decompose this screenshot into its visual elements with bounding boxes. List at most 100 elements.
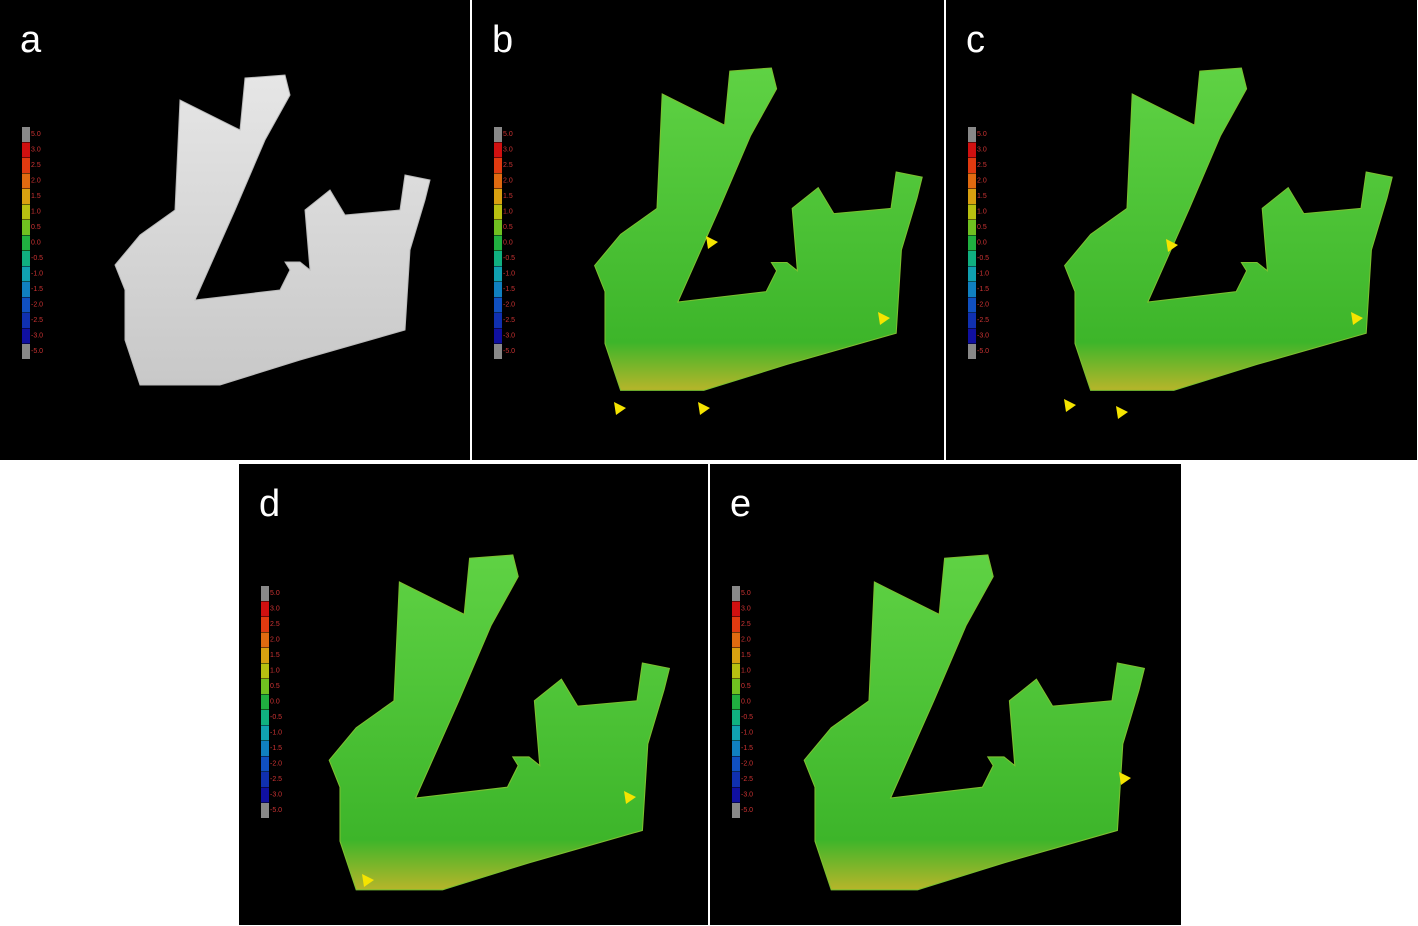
- arrowhead: [878, 312, 890, 325]
- scale-label: 1.0: [977, 209, 987, 216]
- panel-label: b: [492, 19, 513, 61]
- scale-label: 0.0: [977, 240, 987, 247]
- scale-label: 3.0: [741, 606, 751, 613]
- panel-label: e: [730, 483, 751, 525]
- scale-cell: [261, 787, 269, 803]
- scale-cell: [22, 235, 30, 251]
- panel-label: c: [966, 19, 985, 61]
- scale-cell: [732, 710, 740, 725]
- panel: a 5.0 3.0 2.5 2.0 1.5 1.0 0.5 0.0 -0.5 -1.0 -1.5 -2.…: [0, 0, 470, 460]
- scale-cell: [261, 756, 269, 772]
- scale-label: -1.5: [270, 745, 282, 752]
- scale-cell: [261, 679, 269, 694]
- mandible-render: [1064, 67, 1393, 391]
- scale-cell: [22, 158, 30, 173]
- scale-cell: [732, 694, 740, 710]
- arrowhead: [1116, 406, 1128, 419]
- scale-cell: [261, 601, 269, 617]
- scale-label: -3.0: [270, 792, 282, 799]
- scale-cell: [732, 617, 740, 632]
- scale-label: 1.0: [741, 668, 751, 675]
- mandible-render: [328, 554, 671, 891]
- scale-cell: [261, 586, 269, 601]
- scale-label: 0.5: [503, 224, 513, 231]
- scale-label: -5.0: [503, 348, 515, 355]
- scale-cell: [968, 220, 976, 235]
- scale-cell: [494, 251, 502, 266]
- scale-cell: [494, 142, 502, 158]
- scale-cell: [261, 772, 269, 787]
- mandible-render: [594, 67, 923, 391]
- scale-cell: [732, 756, 740, 772]
- scale-label: 5.0: [503, 131, 513, 138]
- scale-label: -5.0: [31, 348, 43, 355]
- scale-label: 1.5: [270, 652, 280, 659]
- scale-cell: [261, 648, 269, 663]
- mandible-render: [114, 74, 431, 386]
- scale-label: 0.5: [977, 224, 987, 231]
- scale-cell: [261, 803, 269, 818]
- scale-cell: [494, 158, 502, 173]
- scale-label: 5.0: [270, 590, 280, 597]
- scale-label: -1.5: [977, 286, 989, 293]
- panel-label: a: [20, 19, 42, 61]
- scale-label: -2.0: [977, 302, 989, 309]
- scale-cell: [494, 204, 502, 220]
- scale-cell: [494, 266, 502, 282]
- scale-cell: [261, 725, 269, 741]
- scale-cell: [968, 204, 976, 220]
- scale-label: 0.0: [270, 699, 280, 706]
- scale-label: 2.0: [977, 178, 987, 185]
- scale-label: 5.0: [31, 131, 41, 138]
- scale-label: 2.5: [977, 162, 987, 169]
- scale-label: -2.0: [741, 761, 753, 768]
- scale-label: -0.5: [31, 255, 43, 262]
- scale-cell: [22, 220, 30, 235]
- scale-label: -2.5: [270, 776, 282, 783]
- scale-label: -0.5: [741, 714, 753, 721]
- scale-label: 1.0: [503, 209, 513, 216]
- scale-label: 5.0: [741, 590, 751, 597]
- scale-label: 0.5: [270, 683, 280, 690]
- panel: b 5.0 3.0 2.5 2.0 1.5 1.0 0.5 0.0 -0.5 -1.0 -1.5 -2.…: [472, 0, 944, 460]
- scale-label: -3.0: [977, 333, 989, 340]
- scale-cell: [732, 663, 740, 679]
- scale-label: 2.0: [270, 637, 280, 644]
- panel-label: d: [259, 483, 280, 525]
- scale-cell: [22, 266, 30, 282]
- arrowhead: [1166, 239, 1178, 252]
- arrowhead: [698, 402, 710, 415]
- scale-cell: [261, 663, 269, 679]
- scale-label: 2.0: [503, 178, 513, 185]
- scale-label: -1.0: [503, 271, 515, 278]
- mandible-render: [803, 554, 1146, 891]
- arrowhead: [362, 874, 374, 887]
- scale-cell: [968, 127, 976, 142]
- scale-cell: [732, 787, 740, 803]
- scale-label: 3.0: [31, 147, 41, 154]
- scale-label: 2.0: [741, 637, 751, 644]
- scale-label: 0.0: [741, 699, 751, 706]
- scale-label: -2.5: [741, 776, 753, 783]
- scale-cell: [968, 266, 976, 282]
- scale-cell: [732, 632, 740, 648]
- scale-label: 1.5: [741, 652, 751, 659]
- scale-label: -1.5: [741, 745, 753, 752]
- scale-label: -0.5: [977, 255, 989, 262]
- scale-label: -2.0: [31, 302, 43, 309]
- scale-cell: [494, 328, 502, 344]
- scale-label: -0.5: [270, 714, 282, 721]
- scale-label: 0.0: [31, 240, 41, 247]
- scale-label: 1.0: [270, 668, 280, 675]
- scale-cell: [732, 601, 740, 617]
- scale-label: -2.5: [31, 317, 43, 324]
- panel: c 5.0 3.0 2.5 2.0 1.5 1.0 0.5 0.0 -0.5 -1.0 -1.5 -2.…: [946, 0, 1417, 460]
- scale-cell: [732, 586, 740, 601]
- arrowhead: [1119, 772, 1131, 785]
- scale-label: 3.0: [270, 606, 280, 613]
- scale-cell: [22, 127, 30, 142]
- scale-label: -3.0: [503, 333, 515, 340]
- scale-label: -3.0: [31, 333, 43, 340]
- scale-label: -1.0: [270, 730, 282, 737]
